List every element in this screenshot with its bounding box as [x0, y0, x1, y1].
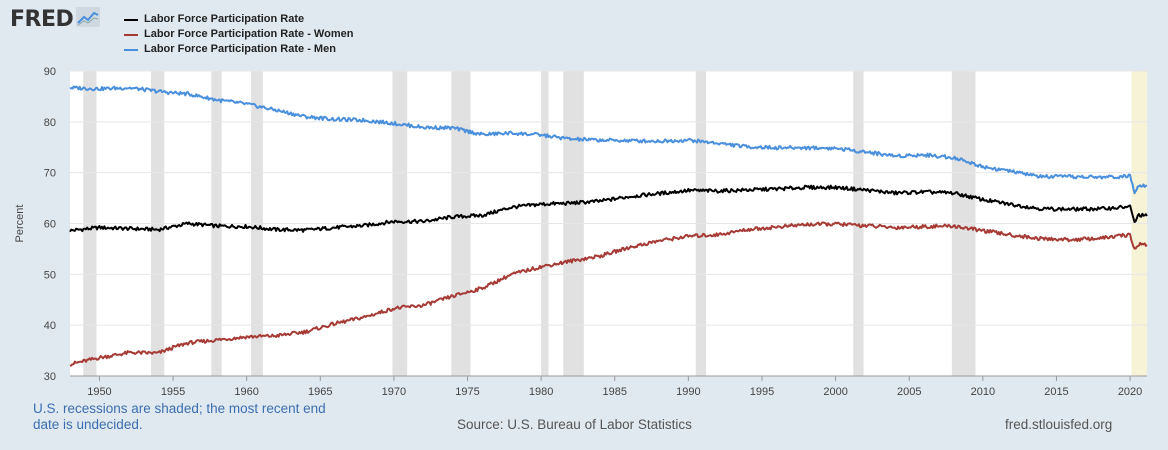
- x-tick-label: 1975: [455, 386, 479, 398]
- series-line-women[interactable]: [69, 221, 1148, 367]
- x-tick-label: 1980: [529, 386, 553, 398]
- x-tick-label: 2000: [823, 386, 847, 398]
- y-tick-label: 70: [44, 168, 56, 180]
- fred-logo-text: FRED: [10, 6, 74, 32]
- legend-label-women: Labor Force Participation Rate - Women: [144, 28, 354, 40]
- series-line-men[interactable]: [69, 85, 1148, 195]
- legend-swatch-total: [124, 18, 138, 21]
- x-tick-label: 2010: [971, 386, 995, 398]
- legend-label-total: Labor Force Participation Rate: [144, 13, 305, 25]
- x-tick-label: 1970: [382, 386, 406, 398]
- recession-note: U.S. recessions are shaded; the most rec…: [33, 401, 326, 432]
- legend-swatch-men: [124, 48, 138, 51]
- series-line-total[interactable]: [69, 184, 1148, 233]
- legend-item-men[interactable]: Labor Force Participation Rate - Men: [124, 42, 353, 57]
- legend-swatch-women: [124, 33, 138, 36]
- legend-item-women[interactable]: Labor Force Participation Rate - Women: [124, 27, 353, 42]
- y-axis-label: Percent: [14, 205, 26, 243]
- x-tick-label: 1995: [750, 386, 774, 398]
- source-label: Source: U.S. Bureau of Labor Statistics: [457, 417, 692, 432]
- x-tick-label: 1950: [87, 386, 111, 398]
- line-chart-icon: [76, 6, 101, 32]
- x-tick-label: 2020: [1118, 386, 1142, 398]
- x-tick-label: 2015: [1044, 386, 1068, 398]
- x-tick-label: 1955: [161, 386, 185, 398]
- chart-legend: Labor Force Participation Rate Labor For…: [124, 12, 353, 57]
- x-tick-label: 1960: [234, 386, 258, 398]
- x-tick-label: 1985: [603, 386, 627, 398]
- x-tick-label: 1990: [676, 386, 700, 398]
- x-tick-label: 1965: [308, 386, 332, 398]
- legend-item-total[interactable]: Labor Force Participation Rate: [124, 12, 353, 27]
- fred-logo[interactable]: FRED: [10, 4, 101, 34]
- legend-label-men: Labor Force Participation Rate - Men: [144, 43, 336, 55]
- y-tick-label: 80: [44, 117, 56, 129]
- y-tick-label: 60: [44, 219, 56, 231]
- y-tick-label: 50: [44, 269, 56, 281]
- y-tick-label: 90: [44, 66, 56, 78]
- fred-url-link[interactable]: fred.stlouisfed.org: [1005, 417, 1113, 432]
- y-tick-label: 30: [44, 371, 56, 383]
- x-tick-label: 2005: [897, 386, 921, 398]
- y-tick-label: 40: [44, 320, 56, 332]
